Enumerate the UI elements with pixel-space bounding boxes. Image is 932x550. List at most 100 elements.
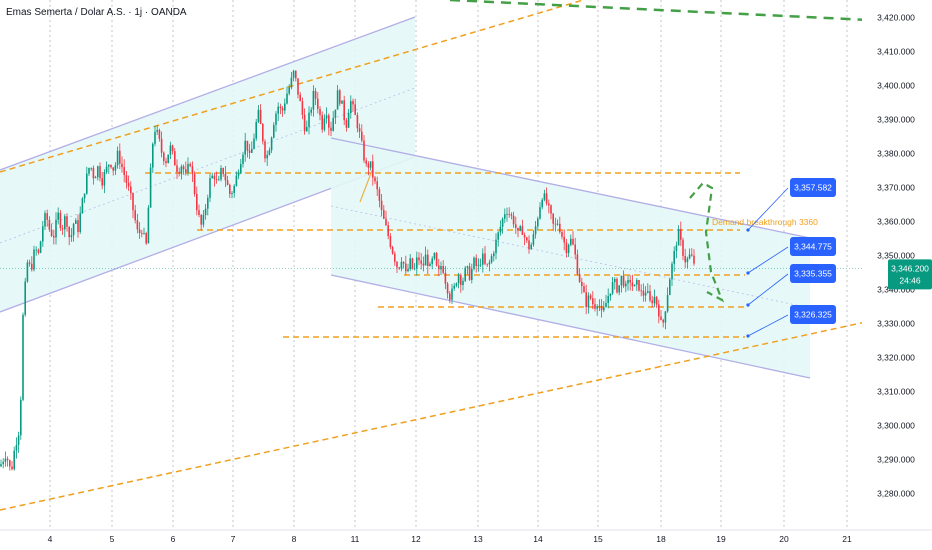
candle-body	[92, 167, 95, 179]
candle-body	[253, 138, 255, 149]
candle-body	[185, 169, 187, 173]
trendline-green-dashed	[449, 0, 891, 23]
level-label-box[interactable]	[790, 305, 836, 324]
candle-body	[484, 253, 486, 264]
candle-body	[453, 285, 455, 289]
candle-body	[46, 213, 48, 220]
candle-body	[405, 263, 407, 272]
candle-body	[202, 214, 205, 225]
candle-body	[358, 128, 361, 132]
time-axis[interactable]: 4 5 6 7 8 11 12 13 14 15 18 19 20 21	[0, 529, 932, 544]
candle-body	[145, 233, 147, 244]
candle-body	[268, 150, 271, 155]
candle-body	[589, 295, 592, 299]
candle-body	[583, 286, 585, 293]
candle-body	[132, 193, 134, 211]
price-tick-label: 3,340.000	[877, 285, 915, 295]
candle-body	[57, 212, 59, 220]
level-labels[interactable]: Demand breakthrough 3360 3,357.582 3,344.7…	[712, 178, 836, 338]
candle-body	[123, 167, 125, 176]
candle-body	[446, 283, 449, 294]
candle-body	[675, 245, 678, 251]
level-label-box[interactable]	[790, 264, 836, 283]
candle-body	[479, 264, 482, 266]
candle-body	[671, 263, 673, 280]
price-tick-label: 3,300.000	[877, 421, 915, 431]
candle-body	[545, 193, 548, 204]
candle-body	[521, 226, 524, 235]
candle-body	[691, 254, 693, 256]
candle-body	[611, 282, 614, 294]
candle-body	[112, 167, 114, 171]
candle-body	[462, 280, 464, 286]
candle-body	[213, 175, 216, 180]
candle-body	[532, 234, 535, 245]
candle-body	[180, 166, 183, 174]
candle-body	[442, 266, 444, 273]
candle-body	[306, 126, 308, 132]
time-tick-label: 15	[593, 534, 603, 544]
price-tick-label: 3,330.000	[877, 319, 915, 329]
candle-body	[42, 226, 44, 242]
candle-body	[499, 226, 502, 233]
candle-body	[264, 141, 266, 159]
candle-body	[88, 168, 90, 174]
time-tick-label: 5	[110, 534, 115, 544]
candle-body	[79, 213, 81, 233]
candle-body	[660, 316, 662, 320]
candle-body	[229, 184, 231, 195]
candle-body	[321, 115, 323, 130]
candle-body	[244, 140, 246, 155]
candle-body	[207, 197, 209, 209]
time-tick-label: 19	[716, 534, 726, 544]
level-label-box[interactable]	[790, 237, 836, 256]
price-tick-label: 3,350.000	[877, 251, 915, 261]
price-axis[interactable]: 3,280.000 3,290.000 3,300.000 3,310.000 3,32…	[862, 0, 932, 550]
candle-body	[636, 279, 638, 285]
candle-body	[372, 161, 374, 178]
candle-body	[248, 150, 251, 153]
candle-body	[411, 258, 414, 269]
candle-body	[174, 151, 176, 166]
candle-body	[75, 220, 77, 224]
candle-body	[345, 120, 348, 128]
candle-body	[130, 186, 132, 194]
candle-body	[163, 152, 165, 162]
candle-body	[466, 266, 469, 268]
candle-body	[17, 435, 20, 446]
current-price-tag	[888, 259, 932, 290]
channel-down-mid-line	[330, 205, 811, 309]
price-tick-label: 3,360.000	[877, 217, 915, 227]
candle-body	[429, 263, 431, 267]
candle-body	[471, 268, 473, 280]
candle-body	[108, 164, 110, 167]
candle-body	[350, 101, 352, 114]
candle-body	[101, 178, 103, 186]
candle-body	[299, 94, 301, 102]
candle-body	[605, 302, 607, 308]
level-label-box[interactable]	[790, 178, 836, 197]
candle-body	[224, 173, 227, 181]
candle-body	[592, 298, 594, 305]
candle-body	[380, 200, 383, 210]
candle-body	[457, 275, 460, 284]
candle-body	[572, 238, 574, 245]
price-tick-label: 3,370.000	[877, 183, 915, 193]
candle-body	[625, 283, 627, 287]
candle-body	[119, 150, 121, 164]
time-tick-label: 11	[351, 534, 360, 544]
candle-body	[427, 254, 429, 267]
time-tick-label: 14	[533, 534, 543, 544]
candle-body	[673, 250, 675, 264]
candle-body	[548, 203, 550, 206]
candle-body	[693, 255, 695, 264]
candle-body	[83, 193, 86, 199]
candle-body	[64, 216, 66, 230]
candle-body	[9, 460, 11, 467]
candle-body	[114, 165, 117, 171]
candle-body	[31, 263, 33, 270]
candle-body	[361, 131, 363, 141]
candle-body	[110, 164, 112, 168]
